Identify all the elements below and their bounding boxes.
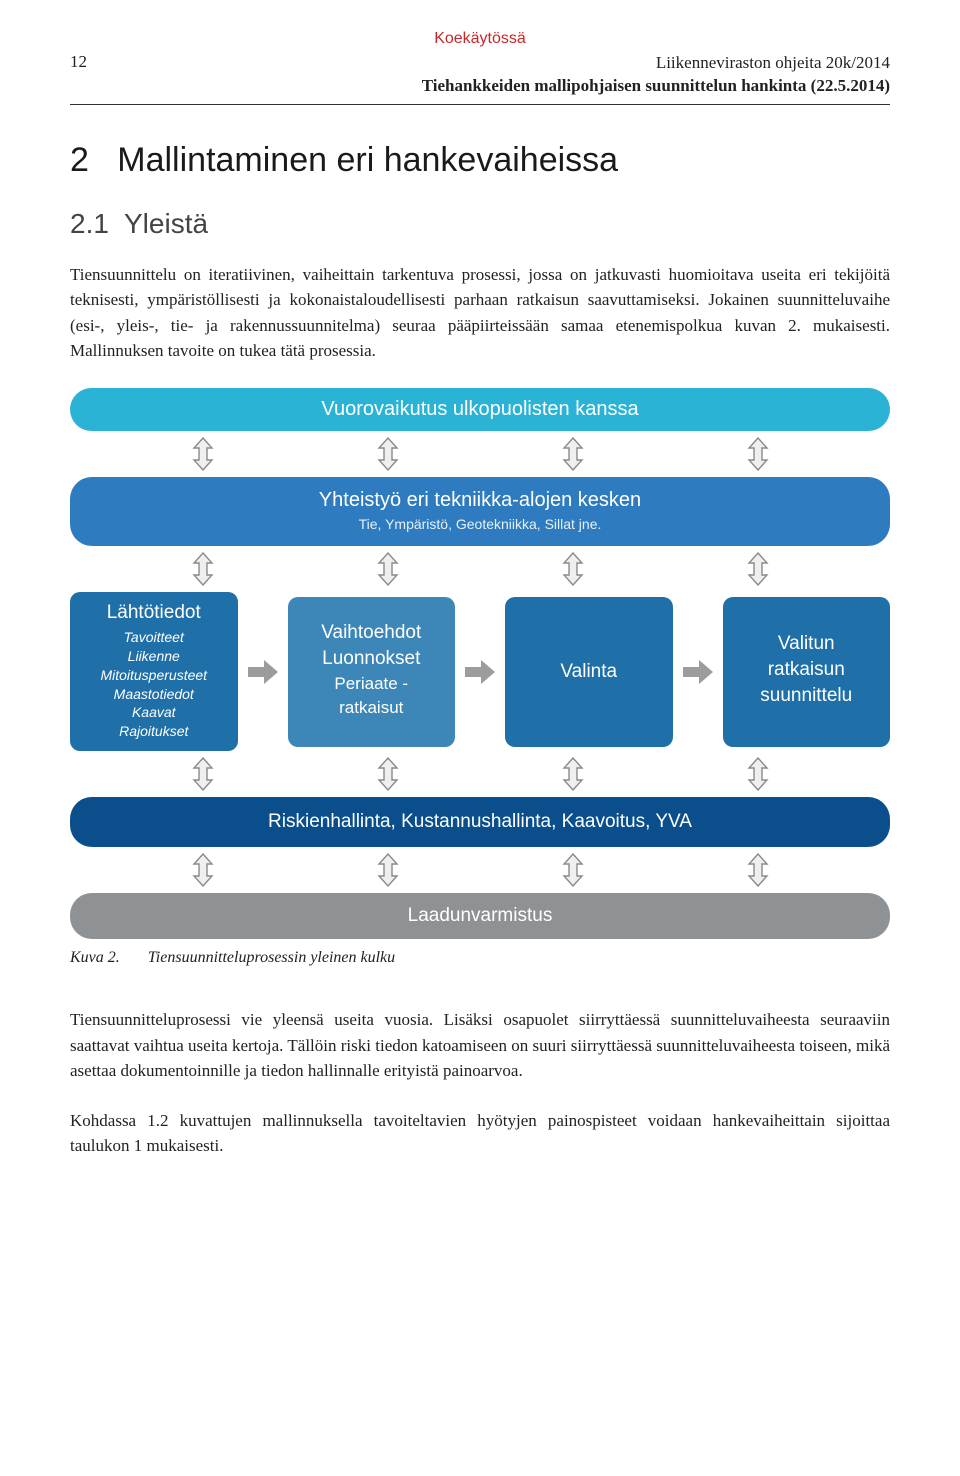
band-yhteistyo: Yhteistyö eri tekniikka-alojen kesken Ti… — [70, 477, 890, 546]
figure-caption: Kuva 2. Tiensuunnitteluprosessin yleinen… — [70, 949, 890, 967]
box4-l2: ratkaisun — [731, 659, 883, 681]
double-arrow-icon — [190, 757, 216, 791]
page-header: 12 Liikenneviraston ohjeita 20k/2014 Tie… — [70, 52, 890, 98]
band-riskienhallinta: Riskienhallinta, Kustannushallinta, Kaav… — [70, 797, 890, 847]
double-arrow-icon — [745, 853, 771, 887]
double-arrow-icon — [745, 757, 771, 791]
box-vaihtoehdot: Vaihtoehdot Luonnokset Periaate - ratkai… — [288, 597, 456, 747]
arrow-row-4 — [70, 847, 890, 893]
section-title-text: Mallintaminen eri hankevaiheissa — [117, 141, 618, 179]
double-arrow-icon — [560, 757, 586, 791]
figure-label: Kuva 2. — [70, 949, 120, 966]
band-laadunvarmistus: Laadunvarmistus — [70, 893, 890, 939]
h-arrow-1 — [246, 657, 280, 687]
h-arrow-2 — [463, 657, 497, 687]
body-paragraph-1: Tiensuunnittelu on iteratiivinen, vaihei… — [70, 262, 890, 364]
figure-caption-text: Tiensuunnitteluprosessin yleinen kulku — [148, 949, 395, 966]
h-arrow-3 — [681, 657, 715, 687]
arrow-row-1 — [70, 431, 890, 477]
double-arrow-icon — [560, 552, 586, 586]
double-arrow-icon — [375, 853, 401, 887]
body-paragraph-2: Tiensuunnitteluprosessi vie yleensä usei… — [70, 1007, 890, 1084]
box2-l2: Luonnokset — [296, 648, 448, 670]
box3-title: Valinta — [513, 661, 665, 683]
box1-lines: TavoitteetLiikenneMitoitusperusteetMaast… — [78, 628, 230, 741]
double-arrow-icon — [375, 437, 401, 471]
box2-l4: ratkaisut — [296, 698, 448, 718]
double-arrow-icon — [560, 853, 586, 887]
process-diagram: Vuorovaikutus ulkopuolisten kanssa Yhtei… — [70, 388, 890, 939]
double-arrow-icon — [745, 552, 771, 586]
double-arrow-icon — [190, 853, 216, 887]
box4-l3: suunnittelu — [731, 685, 883, 707]
pub-line-2: Tiehankkeiden mallipohjaisen suunnittelu… — [422, 75, 890, 98]
band-vuorovaikutus: Vuorovaikutus ulkopuolisten kanssa — [70, 388, 890, 431]
box2-l3: Periaate - — [296, 674, 448, 694]
subsection-number: 2.1 — [70, 208, 109, 239]
arrow-row-2 — [70, 546, 890, 592]
subsection-title-text: Yleistä — [124, 208, 208, 239]
box-valitun: Valitun ratkaisun suunnittelu — [723, 597, 891, 747]
body-paragraph-3: Kohdassa 1.2 kuvattujen mallinnuksella t… — [70, 1108, 890, 1159]
section-title: 2 Mallintaminen eri hankevaiheissa — [70, 141, 890, 180]
process-boxes: Lähtötiedot TavoitteetLiikenneMitoituspe… — [70, 592, 890, 751]
double-arrow-icon — [375, 757, 401, 791]
arrow-row-3 — [70, 751, 890, 797]
double-arrow-icon — [745, 437, 771, 471]
usage-tag: Koekäytössä — [70, 30, 890, 48]
double-arrow-icon — [375, 552, 401, 586]
pub-line-1: Liikenneviraston ohjeita 20k/2014 — [422, 52, 890, 75]
box-lahtotiedot: Lähtötiedot TavoitteetLiikenneMitoituspe… — [70, 592, 238, 751]
subsection-title: 2.1 Yleistä — [70, 208, 890, 240]
band-yhteistyo-title: Yhteistyö eri tekniikka-alojen kesken — [319, 489, 641, 511]
double-arrow-icon — [190, 552, 216, 586]
box4-l1: Valitun — [731, 633, 883, 655]
box2-l1: Vaihtoehdot — [296, 622, 448, 644]
publication-info: Liikenneviraston ohjeita 20k/2014 Tiehan… — [422, 52, 890, 98]
header-rule — [70, 104, 890, 105]
double-arrow-icon — [560, 437, 586, 471]
page-number: 12 — [70, 52, 87, 72]
section-number: 2 — [70, 141, 89, 179]
band-yhteistyo-sub: Tie, Ympäristö, Geotekniikka, Sillat jne… — [86, 516, 874, 532]
box-valinta: Valinta — [505, 597, 673, 747]
double-arrow-icon — [190, 437, 216, 471]
box1-title: Lähtötiedot — [78, 602, 230, 624]
